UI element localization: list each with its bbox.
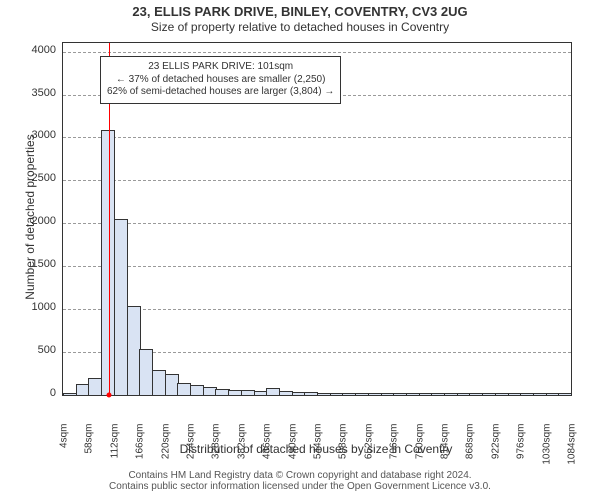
figure-root: 23, ELLIS PARK DRIVE, BINLEY, COVENTRY, … xyxy=(0,0,600,500)
chart-subtitle: Size of property relative to detached ho… xyxy=(0,20,600,34)
y-tick-label: 4000 xyxy=(22,44,56,56)
x-tick-label: 220sqm xyxy=(160,424,171,474)
x-tick-label: 4sqm xyxy=(59,424,70,474)
gridline-h xyxy=(63,266,571,267)
y-tick-label: 0 xyxy=(22,387,56,399)
y-tick-label: 1000 xyxy=(22,301,56,313)
x-tick-label: 976sqm xyxy=(516,424,527,474)
gridline-h xyxy=(63,52,571,53)
x-tick-label: 382sqm xyxy=(236,424,247,474)
annotation-box: 23 ELLIS PARK DRIVE: 101sqm ← 37% of det… xyxy=(100,56,341,104)
x-tick-label: 760sqm xyxy=(414,424,425,474)
x-tick-label: 1084sqm xyxy=(567,424,578,474)
x-tick-label: 436sqm xyxy=(262,424,273,474)
gridline-h xyxy=(63,180,571,181)
x-tick-label: 490sqm xyxy=(287,424,298,474)
x-tick-label: 652sqm xyxy=(363,424,374,474)
annotation-line-3: 62% of semi-detached houses are larger (… xyxy=(107,86,334,99)
reference-marker xyxy=(106,393,111,398)
gridline-h xyxy=(63,137,571,138)
y-tick-label: 2500 xyxy=(22,172,56,184)
x-tick-label: 274sqm xyxy=(186,424,197,474)
annotation-line-1: 23 ELLIS PARK DRIVE: 101sqm xyxy=(107,61,334,74)
chart-title: 23, ELLIS PARK DRIVE, BINLEY, COVENTRY, … xyxy=(0,4,600,19)
x-tick-label: 166sqm xyxy=(135,424,146,474)
y-tick-label: 3500 xyxy=(22,87,56,99)
y-tick-label: 1500 xyxy=(22,258,56,270)
gridline-h xyxy=(63,223,571,224)
x-tick-label: 1030sqm xyxy=(541,424,552,474)
histogram-bar xyxy=(558,393,572,395)
x-tick-label: 328sqm xyxy=(211,424,222,474)
x-tick-label: 112sqm xyxy=(109,424,120,474)
y-tick-label: 500 xyxy=(22,344,56,356)
x-tick-label: 706sqm xyxy=(389,424,400,474)
x-tick-label: 598sqm xyxy=(338,424,349,474)
x-tick-label: 868sqm xyxy=(465,424,476,474)
x-tick-label: 544sqm xyxy=(313,424,324,474)
annotation-line-2: ← 37% of detached houses are smaller (2,… xyxy=(107,74,334,87)
x-tick-label: 814sqm xyxy=(440,424,451,474)
x-tick-label: 58sqm xyxy=(84,424,95,474)
y-tick-label: 3000 xyxy=(22,129,56,141)
x-tick-label: 922sqm xyxy=(490,424,501,474)
footer-line-2: Contains public sector information licen… xyxy=(0,481,600,492)
y-tick-label: 2000 xyxy=(22,215,56,227)
